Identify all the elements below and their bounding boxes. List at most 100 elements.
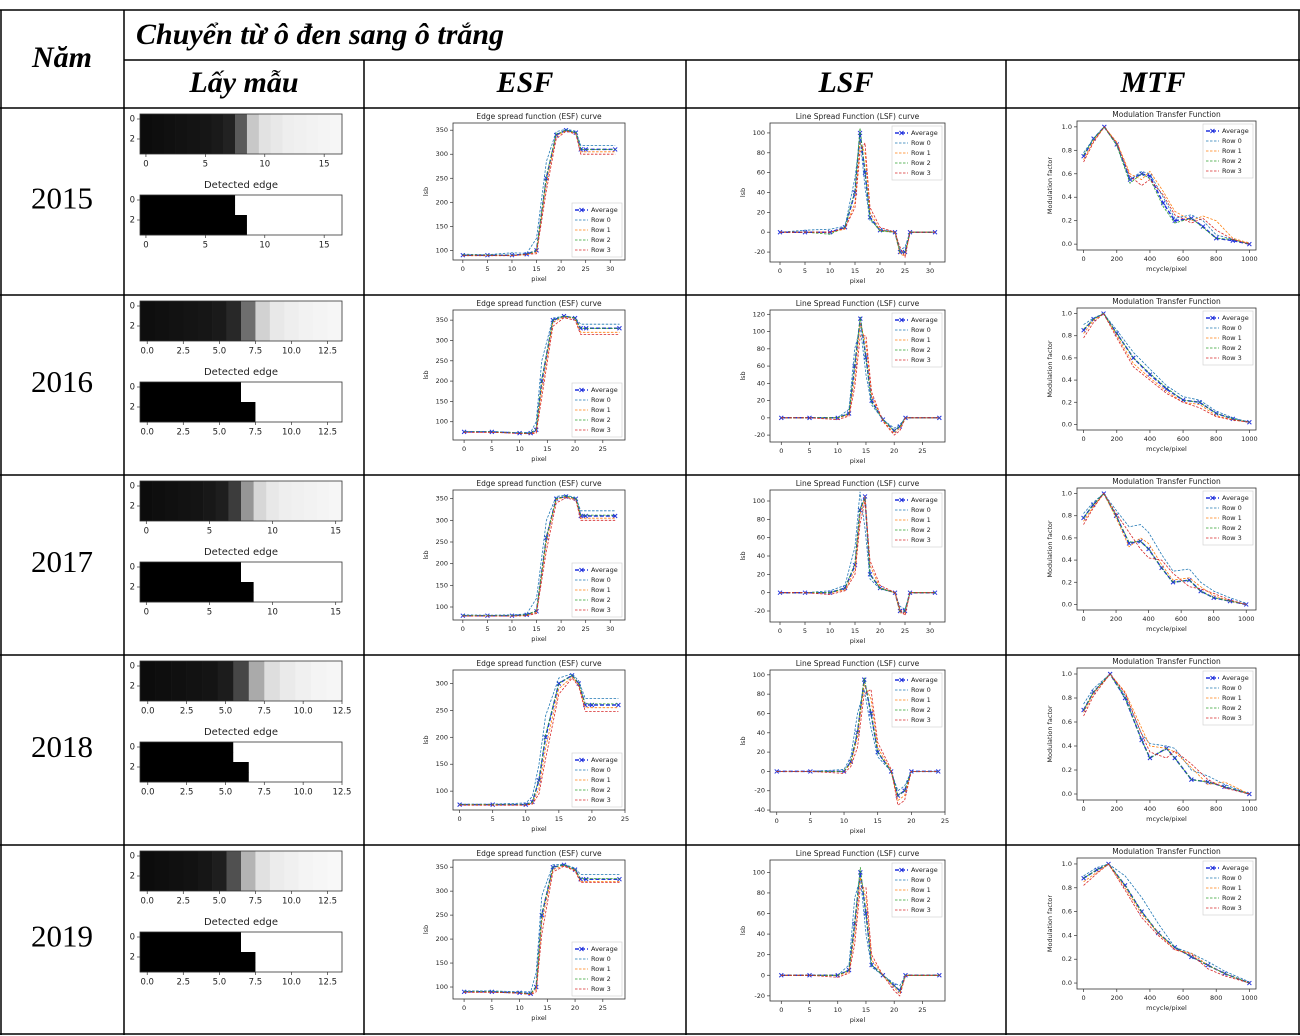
pixel bbox=[198, 851, 213, 891]
y-tick-label: 2 bbox=[130, 135, 135, 145]
edge-row bbox=[140, 412, 255, 422]
x-tick-label: 15 bbox=[330, 527, 341, 537]
y-tick-label: 250 bbox=[436, 174, 448, 182]
edge-row bbox=[140, 215, 247, 225]
y-tick-label: 350 bbox=[436, 863, 448, 871]
y-axis-label: lsb bbox=[422, 735, 430, 744]
y-tick-label: 60 bbox=[757, 910, 765, 918]
x-tick-label: 5.0 bbox=[213, 978, 227, 988]
y-tick-label: 100 bbox=[436, 787, 448, 795]
x-tick-label: 10.0 bbox=[294, 707, 313, 717]
y-tick-label: 0 bbox=[130, 662, 135, 672]
pixel bbox=[218, 661, 234, 701]
x-tick-label: 20 bbox=[588, 815, 596, 823]
x-axis-label: pixel bbox=[850, 637, 866, 645]
y-tick-label: 300 bbox=[436, 887, 448, 895]
legend-label: Average bbox=[591, 945, 618, 953]
chart-title: Modulation Transfer Function bbox=[1112, 477, 1221, 486]
edge-row bbox=[140, 962, 255, 972]
legend-label: Row 2 bbox=[1222, 157, 1242, 165]
x-tick-label: 5.0 bbox=[219, 707, 233, 717]
x-tick-label: 400 bbox=[1142, 615, 1154, 623]
legend-label: Row 0 bbox=[1222, 684, 1242, 692]
legend-label: Row 2 bbox=[911, 159, 931, 167]
x-tick-label: 15 bbox=[862, 1006, 870, 1014]
pixel bbox=[311, 661, 327, 701]
y-tick-label: 80 bbox=[757, 149, 765, 157]
x-axis-label: pixel bbox=[531, 1014, 547, 1022]
year: 2017 bbox=[31, 544, 93, 579]
y-axis-label: lsb bbox=[739, 371, 747, 380]
x-tick-label: 2.5 bbox=[177, 978, 191, 988]
x-axis-label: mcycle/pixel bbox=[1146, 625, 1187, 633]
y-tick-label: 0 bbox=[761, 589, 765, 597]
legend-label: Average bbox=[1222, 674, 1249, 682]
x-tick-label: 7.5 bbox=[249, 978, 263, 988]
y-tick-label: 200 bbox=[436, 560, 448, 568]
page: Năm Chuyển từ ô đen sang ô trắng Lấy mẫu… bbox=[0, 0, 1300, 1036]
x-tick-label: 0 bbox=[461, 625, 465, 633]
y-tick-label: 0.4 bbox=[1062, 742, 1072, 750]
chart-title: Edge spread function (ESF) curve bbox=[476, 479, 602, 488]
year: 2015 bbox=[31, 181, 93, 216]
x-tick-label: 30 bbox=[926, 267, 934, 275]
x-tick-label: 15 bbox=[543, 445, 551, 453]
x-tick-label: 12.5 bbox=[333, 707, 352, 717]
year: 2019 bbox=[31, 919, 93, 954]
x-tick-label: 20 bbox=[557, 625, 565, 633]
pixel bbox=[187, 661, 203, 701]
x-tick-label: 25 bbox=[901, 627, 909, 635]
x-tick-label: 200 bbox=[1111, 805, 1123, 813]
pixel bbox=[259, 114, 271, 154]
y-axis-label: lsb bbox=[739, 736, 747, 745]
x-tick-label: 1000 bbox=[1241, 805, 1258, 813]
pixel bbox=[191, 481, 204, 521]
y-tick-label: -20 bbox=[754, 607, 765, 615]
chart-title: Line Spread Function (LSF) curve bbox=[796, 479, 920, 488]
x-tick-label: 5 bbox=[491, 815, 495, 823]
y-tick-label: 150 bbox=[436, 581, 448, 589]
x-tick-label: 2.5 bbox=[180, 788, 194, 798]
x-tick-label: 25 bbox=[901, 267, 909, 275]
x-tick-label: 5 bbox=[485, 265, 489, 273]
y-tick-label: 0.4 bbox=[1062, 931, 1072, 939]
y-tick-label: 100 bbox=[436, 603, 448, 611]
legend-label: Row 0 bbox=[591, 955, 611, 963]
y-axis-label: lsb bbox=[739, 188, 747, 197]
x-tick-label: 0 bbox=[778, 267, 782, 275]
x-tick-label: 5 bbox=[485, 625, 489, 633]
legend-label: Row 2 bbox=[591, 596, 611, 604]
column-header: ESF bbox=[496, 66, 554, 99]
legend-label: Row 0 bbox=[591, 576, 611, 584]
image-title: Detected edge bbox=[204, 180, 278, 191]
x-tick-label: 25 bbox=[941, 817, 949, 825]
y-tick-label: 0.2 bbox=[1062, 766, 1072, 774]
y-tick-label: 60 bbox=[757, 169, 765, 177]
y-tick-label: 0.6 bbox=[1062, 354, 1072, 362]
image-title: Detected edge bbox=[204, 727, 278, 738]
x-tick-label: 0.0 bbox=[140, 978, 154, 988]
chart-title: Line Spread Function (LSF) curve bbox=[796, 849, 920, 858]
pixel bbox=[254, 481, 267, 521]
pixel bbox=[266, 481, 279, 521]
pixel bbox=[140, 661, 156, 701]
y-tick-label: 0 bbox=[130, 115, 135, 125]
image-title: Detected edge bbox=[204, 367, 278, 378]
x-tick-label: 0 bbox=[144, 608, 149, 618]
pixel bbox=[279, 481, 292, 521]
x-tick-label: 5 bbox=[490, 1004, 494, 1012]
y-tick-label: 60 bbox=[757, 534, 765, 542]
chart-title: Line Spread Function (LSF) curve bbox=[796, 299, 920, 308]
edge-row bbox=[140, 225, 247, 235]
x-tick-label: 10 bbox=[515, 1004, 523, 1012]
y-tick-label: 300 bbox=[436, 336, 448, 344]
legend-label: Row 3 bbox=[591, 796, 611, 804]
y-axis-label: lsb bbox=[422, 187, 430, 196]
pixel bbox=[295, 661, 311, 701]
edge-row bbox=[140, 752, 233, 762]
legend-label: Average bbox=[911, 496, 938, 504]
chart-title: Modulation Transfer Function bbox=[1112, 657, 1221, 666]
x-tick-label: 0 bbox=[1082, 805, 1086, 813]
y-tick-label: 100 bbox=[753, 868, 765, 876]
